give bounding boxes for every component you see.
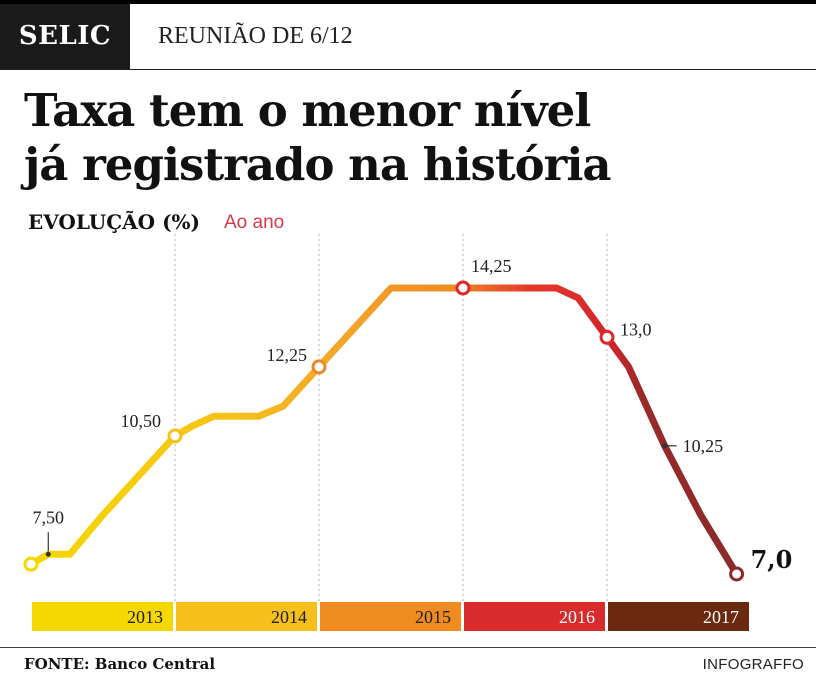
data-point-dot [45, 551, 51, 557]
year-band-2016 [464, 602, 605, 631]
year-label-2013: 2013 [127, 607, 163, 627]
data-point-marker [455, 280, 471, 296]
data-point-marker [23, 556, 39, 572]
data-label: 12,25 [267, 345, 308, 365]
year-label-2017: 2017 [703, 607, 739, 627]
source-note: FONTE: Banco Central [24, 655, 216, 673]
year-label-2014: 2014 [271, 607, 307, 627]
meeting-subtitle: REUNIÃO DE 6/12 [158, 23, 353, 49]
headline-line-2: já registrado na história [24, 138, 612, 191]
data-point-marker [729, 566, 745, 582]
data-label: 7,0 [751, 545, 793, 574]
series-label: EVOLUÇÃO (%) [28, 210, 200, 234]
footer-divider [0, 647, 816, 648]
year-band-2015 [320, 602, 461, 631]
data-label: 14,25 [471, 256, 512, 276]
year-label-2016: 2016 [559, 607, 595, 627]
data-label: 13,0 [620, 319, 652, 339]
header-bar: SELIC REUNIÃO DE 6/12 [0, 0, 816, 70]
year-band-2014 [176, 602, 317, 631]
credit-note: INFOGRAFFO [702, 656, 804, 673]
unit-label: Ao ano [224, 212, 285, 233]
year-band-2013 [32, 602, 173, 631]
data-label: 10,50 [121, 411, 162, 431]
headline: Taxa tem o menor nível já registrado na … [24, 84, 804, 192]
data-point-marker [599, 329, 615, 345]
data-label: 10,25 [683, 436, 724, 456]
data-point-marker [311, 359, 327, 375]
headline-line-1: Taxa tem o menor nível [24, 84, 591, 137]
year-band-2017 [608, 602, 749, 631]
data-point-marker [167, 428, 183, 444]
data-label: 7,50 [33, 507, 65, 527]
topic-tag: SELIC [0, 4, 130, 69]
year-label-2015: 2015 [415, 607, 451, 627]
selic-line-chart: 2013 2014 2015 2016 2017 7,50 10,50 12,25 14,25… [23, 234, 793, 631]
